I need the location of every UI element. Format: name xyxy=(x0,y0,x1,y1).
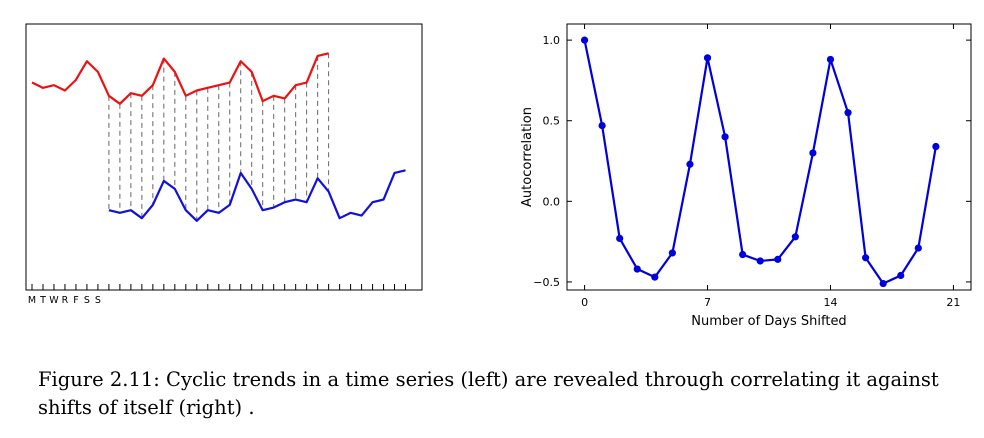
day-label: T xyxy=(39,295,46,306)
figure-caption: Figure 2.11: Cyclic trends in a time ser… xyxy=(38,368,939,419)
shifted-series-line xyxy=(108,169,406,222)
data-point xyxy=(774,255,782,263)
day-label: S xyxy=(95,295,101,306)
autocorrelation-chart: 0 7 14 21 1.0 0.5 0.0 −0.5 Autocorrelation Numb… xyxy=(520,23,972,329)
data-point xyxy=(633,265,641,273)
autocorrelation-points xyxy=(580,36,940,288)
data-point xyxy=(826,55,835,64)
y-tick-label: 0.0 xyxy=(543,195,561,208)
data-point xyxy=(668,249,676,257)
left-plot-frame xyxy=(25,23,423,291)
data-point xyxy=(739,250,747,259)
x-tick-label: 0 xyxy=(581,296,588,309)
x-tick-label: 7 xyxy=(704,296,711,309)
shift-connector-lines xyxy=(108,53,330,221)
data-point xyxy=(844,109,852,117)
data-point xyxy=(616,234,624,243)
data-point xyxy=(809,149,817,157)
right-plot-frame xyxy=(566,23,972,291)
axis-ticks: 0 7 14 21 1.0 0.5 0.0 −0.5 xyxy=(533,24,971,309)
y-tick-label: −0.5 xyxy=(533,276,560,289)
day-label: M xyxy=(28,295,36,306)
data-point xyxy=(879,279,887,288)
data-point xyxy=(721,133,729,141)
y-tick-label: 1.0 xyxy=(543,34,561,47)
x-tick-label: 14 xyxy=(823,296,837,309)
data-point xyxy=(756,257,764,265)
day-label: R xyxy=(62,295,69,306)
data-point xyxy=(791,233,799,241)
x-tick-label: 21 xyxy=(946,296,960,309)
data-point xyxy=(580,36,589,44)
data-point xyxy=(897,271,905,280)
data-point xyxy=(703,54,712,62)
data-point xyxy=(914,244,922,252)
day-label: S xyxy=(84,295,90,306)
x-axis-label: Number of Days Shifted xyxy=(691,314,846,329)
data-point xyxy=(932,142,940,151)
y-axis-label: Autocorrelation xyxy=(520,107,535,207)
original-series-line xyxy=(31,52,329,105)
day-label: W xyxy=(49,295,59,306)
y-tick-label: 0.5 xyxy=(543,115,561,128)
autocorrelation-line xyxy=(583,39,937,285)
day-ticks xyxy=(31,284,407,290)
data-point xyxy=(862,254,870,262)
data-point xyxy=(651,273,659,281)
data-point xyxy=(598,121,606,130)
day-label: F xyxy=(73,295,78,306)
data-point xyxy=(686,160,694,168)
